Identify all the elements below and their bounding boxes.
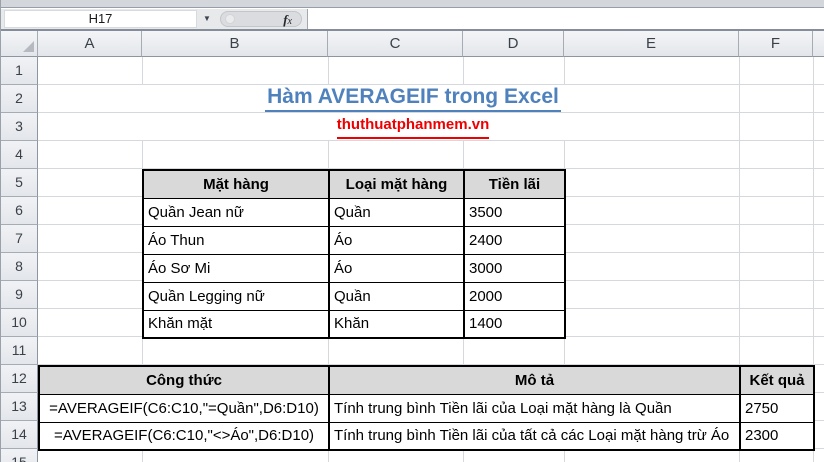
fx-x: x	[287, 16, 292, 27]
row-header[interactable]: 5	[1, 169, 38, 197]
column-header-e[interactable]: E	[564, 31, 739, 57]
merged-cell-background	[142, 85, 739, 112]
table-row: =AVERAGEIF(C6:C10,"<>Áo",D6:D10) Tính tr…	[38, 421, 814, 450]
table-cell[interactable]: Áo	[328, 253, 464, 282]
table-cell[interactable]: Áo Sơ Mi	[142, 253, 329, 282]
formula-bar-splitter: fx	[220, 11, 302, 27]
table-cell[interactable]: Áo Thun	[142, 225, 329, 254]
description-cell[interactable]: Tính trung bình Tiền lãi của tất cả các …	[328, 421, 740, 450]
table-row: Quần Legging nữ Quần 2000	[142, 281, 565, 310]
name-box[interactable]: H17	[4, 10, 197, 28]
table-cell[interactable]: Quần Jean nữ	[142, 197, 329, 226]
row-header[interactable]: 3	[1, 113, 38, 141]
sheet-title: Hàm AVERAGEIF trong Excel	[265, 85, 561, 112]
products-table: Mặt hàng Loại mặt hàng Tiền lãi Quần Jea…	[142, 169, 566, 339]
header-cell[interactable]: Tiền lãi	[463, 169, 565, 198]
result-cell[interactable]: 2750	[739, 393, 814, 422]
column-header-f[interactable]: F	[739, 31, 813, 57]
table-cell[interactable]: Quần	[328, 197, 464, 226]
table-row: Khăn mặt Khăn 1400	[142, 309, 565, 338]
row-header[interactable]: 1	[1, 57, 38, 85]
row-header[interactable]: 2	[1, 85, 38, 113]
insert-function-icon[interactable]: fx	[283, 12, 292, 29]
table-cell[interactable]: Quần Legging nữ	[142, 281, 329, 310]
formula-bar: H17 ▼ fx	[1, 9, 824, 31]
table-cell[interactable]: Khăn	[328, 309, 464, 338]
table-row: =AVERAGEIF(C6:C10,"=Quần",D6:D10) Tính t…	[38, 393, 814, 422]
sheet-subtitle: thuthuatphanmem.vn	[336, 113, 490, 139]
table-cell[interactable]: 3500	[463, 197, 565, 226]
header-cell[interactable]: Kết quả	[739, 365, 814, 394]
column-header-b[interactable]: B	[142, 31, 328, 57]
formula-cell[interactable]: =AVERAGEIF(C6:C10,"<>Áo",D6:D10)	[38, 421, 329, 450]
row-header[interactable]: 15	[1, 449, 38, 462]
header-cell[interactable]: Loại mặt hàng	[328, 169, 464, 198]
ribbon-bottom-edge	[1, 0, 824, 8]
table-cell[interactable]: Quần	[328, 281, 464, 310]
name-box-dropdown-icon[interactable]: ▼	[203, 14, 211, 23]
title-cell[interactable]: Hàm AVERAGEIF trong Excel	[1, 85, 824, 113]
table-header-row: Mặt hàng Loại mặt hàng Tiền lãi	[142, 169, 565, 198]
column-header-a[interactable]: A	[38, 31, 142, 57]
row-header[interactable]: 7	[1, 225, 38, 253]
row-header[interactable]: 8	[1, 253, 38, 281]
header-cell[interactable]: Mặt hàng	[142, 169, 329, 198]
formula-cell[interactable]: =AVERAGEIF(C6:C10,"=Quần",D6:D10)	[38, 393, 329, 422]
row-header[interactable]: 9	[1, 281, 38, 309]
table-header-row: Công thức Mô tả Kết quả	[38, 365, 814, 394]
table-cell[interactable]: 2000	[463, 281, 565, 310]
table-cell[interactable]: Áo	[328, 225, 464, 254]
table-cell[interactable]: 2400	[463, 225, 565, 254]
formula-input[interactable]	[308, 9, 824, 29]
column-header-d[interactable]: D	[463, 31, 564, 57]
row-header[interactable]: 13	[1, 393, 38, 421]
row-header[interactable]: 6	[1, 197, 38, 225]
table-row: Quần Jean nữ Quần 3500	[142, 197, 565, 226]
header-cell[interactable]: Mô tả	[328, 365, 740, 394]
merged-cell-background	[142, 113, 739, 140]
column-header-partial[interactable]	[813, 31, 824, 57]
splitter-handle-icon	[225, 14, 235, 24]
row-header[interactable]: 4	[1, 141, 38, 169]
table-cell[interactable]: 1400	[463, 309, 565, 338]
row-header[interactable]: 14	[1, 421, 38, 449]
select-all-triangle-icon	[23, 41, 34, 52]
fx-f: f	[283, 12, 288, 27]
formula-table: Công thức Mô tả Kết quả =AVERAGEIF(C6:C1…	[38, 365, 815, 451]
column-header-row: A B C D E F	[1, 31, 824, 57]
subtitle-cell[interactable]: thuthuatphanmem.vn	[1, 113, 824, 141]
description-cell[interactable]: Tính trung bình Tiền lãi của Loại mặt hà…	[328, 393, 740, 422]
table-row: Áo Sơ Mi Áo 3000	[142, 253, 565, 282]
result-cell[interactable]: 2300	[739, 421, 814, 450]
table-cell[interactable]: Khăn mặt	[142, 309, 329, 338]
table-row: Áo Thun Áo 2400	[142, 225, 565, 254]
row-header[interactable]: 11	[1, 337, 38, 365]
table-cell[interactable]: 3000	[463, 253, 565, 282]
row-header-column: 1 2 3 4 5 6 7 8 9 10 11 12 13 14 15	[1, 57, 38, 462]
header-cell[interactable]: Công thức	[38, 365, 329, 394]
formula-bar-divider	[307, 9, 308, 29]
row-header[interactable]: 10	[1, 309, 38, 337]
row-header[interactable]: 12	[1, 365, 38, 393]
column-header-c[interactable]: C	[328, 31, 463, 57]
select-all-button[interactable]	[1, 31, 38, 57]
